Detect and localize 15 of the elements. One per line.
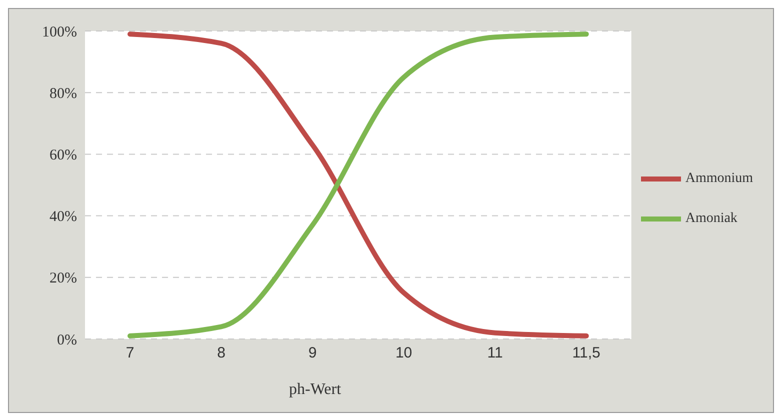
x-tick-label: 7 [126,344,134,362]
legend-label: Ammonium [685,171,753,186]
x-tick-label: 8 [217,344,226,362]
y-tick-label: 20% [50,270,77,287]
x-tick-label: 11,5 [572,344,600,362]
y-tick-label: 60% [50,148,77,164]
x-tick-label: 10 [395,344,412,362]
y-tick-label: 0% [57,332,77,348]
y-tick-label: 100% [42,24,77,40]
y-tick-label: 40% [50,209,77,226]
x-axis-title: ph-Wert [289,381,342,399]
legend-label: Amoniak [685,211,738,226]
x-tick-label: 11 [487,344,503,362]
y-tick-label: 80% [50,86,77,102]
x-tick-label: 9 [308,344,317,362]
